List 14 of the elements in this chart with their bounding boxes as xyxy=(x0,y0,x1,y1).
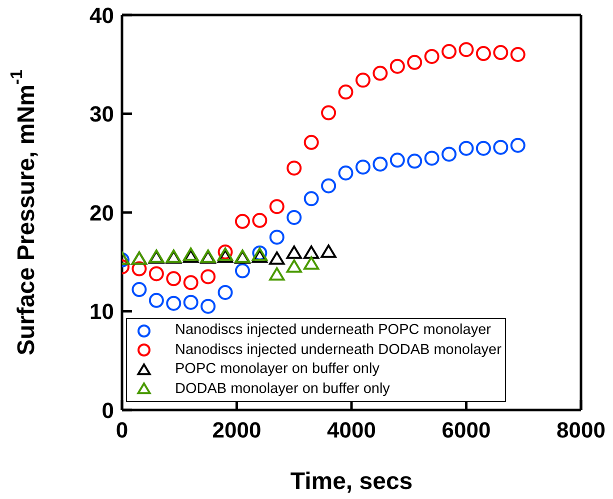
x-tick-label: 6000 xyxy=(442,418,491,443)
x-tick-label: 4000 xyxy=(327,418,376,443)
y-tick-label: 10 xyxy=(90,299,114,324)
y-tick-label: 30 xyxy=(90,102,114,127)
x-axis-title: Time, secs xyxy=(290,468,413,495)
y-tick-label: 20 xyxy=(90,200,114,226)
x-tick-label: 8000 xyxy=(556,418,606,443)
legend-label: POPC monolayer on buffer only xyxy=(175,360,380,379)
x-tick-label: 2000 xyxy=(212,418,262,443)
legend-label: Nanodiscs injected underneath DODAB monolayer xyxy=(175,340,502,360)
legend-label: DODAB monolayer on buffer only xyxy=(175,380,390,398)
legend-label: Nanodiscs injected underneath POPC monolayer xyxy=(175,321,491,340)
y-tick-label: 40 xyxy=(90,2,114,28)
y-tick-label: 0 xyxy=(102,398,114,423)
